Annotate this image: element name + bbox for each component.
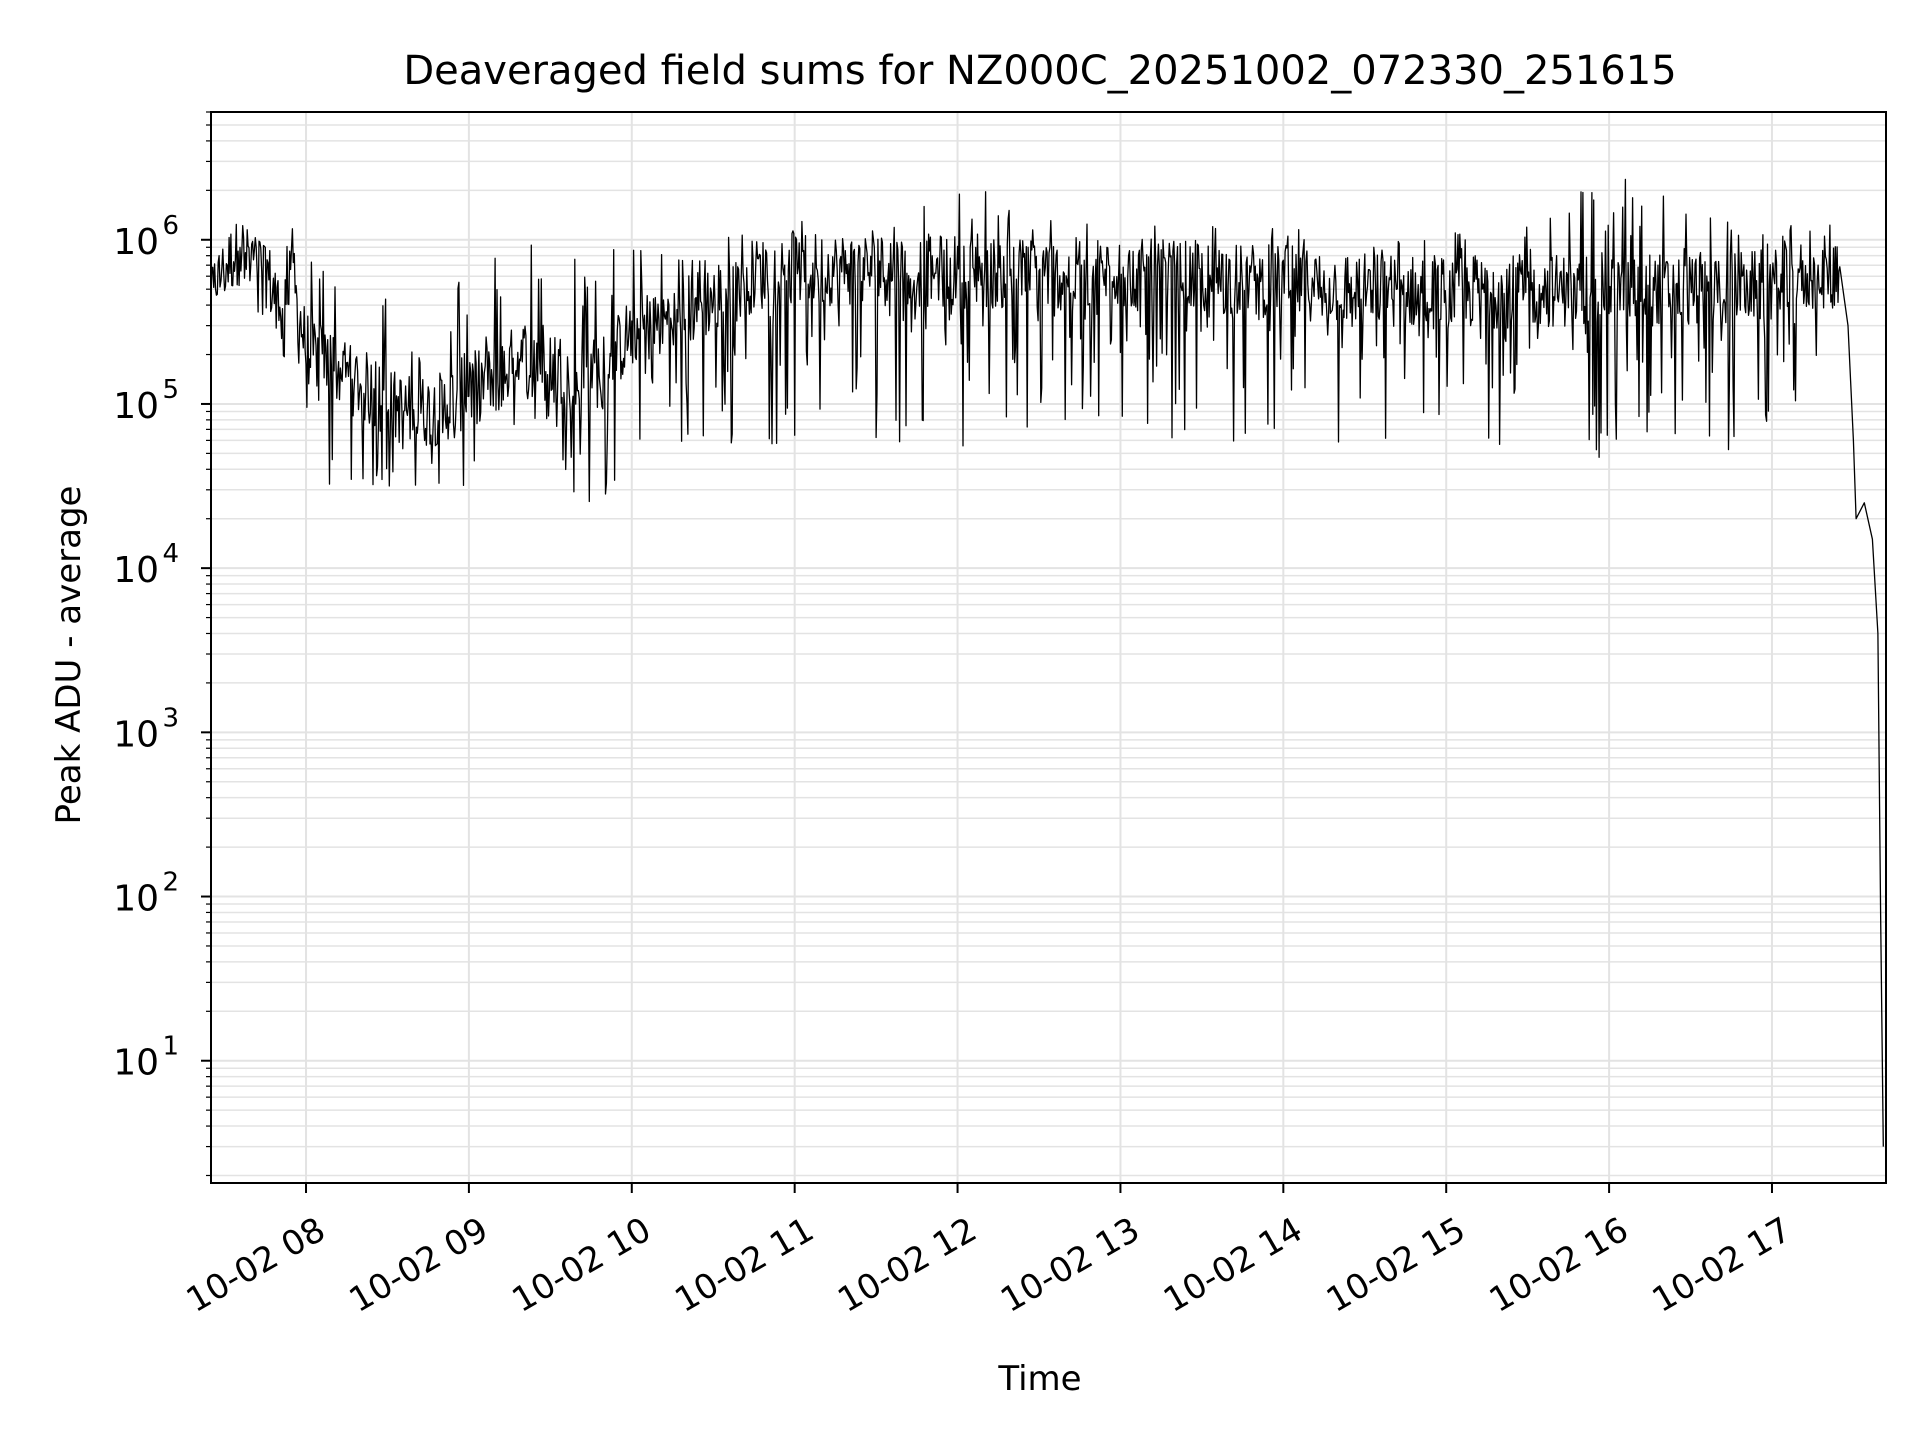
y-tick-label: 10 bbox=[113, 714, 159, 755]
y-tick-label-base: 10 bbox=[113, 1043, 159, 1084]
y-tick-label-exponent: 1 bbox=[162, 1032, 179, 1062]
y-tick-label-base: 10 bbox=[113, 222, 159, 263]
data-series-line bbox=[210, 178, 1884, 1147]
y-tick-label-base: 10 bbox=[113, 550, 159, 591]
y-tick-label: 10 bbox=[113, 222, 159, 263]
y-tick-label-exponent: 5 bbox=[162, 375, 179, 405]
y-tick-label-exponent: 3 bbox=[162, 703, 179, 733]
y-tick-label-exponent: 6 bbox=[162, 211, 179, 241]
y-tick-label-exponent: 2 bbox=[162, 868, 179, 898]
y-tick-label-exponent: 4 bbox=[162, 539, 179, 569]
y-tick-label: 10 bbox=[113, 879, 159, 920]
y-axis-label: Peak ADU - average bbox=[49, 486, 89, 825]
chart-title: Deaveraged field sums for NZ000C_2025100… bbox=[403, 48, 1676, 94]
y-tick-label: 10 bbox=[113, 550, 159, 591]
y-tick-label: 10 bbox=[113, 1043, 159, 1084]
x-axis-label: Time bbox=[997, 1359, 1081, 1399]
y-tick-label-base: 10 bbox=[113, 386, 159, 427]
y-tick-label: 10 bbox=[113, 386, 159, 427]
plot-frame bbox=[210, 111, 1887, 1184]
y-tick-label-base: 10 bbox=[113, 879, 159, 920]
y-tick-label-base: 10 bbox=[113, 714, 159, 755]
data-layer bbox=[210, 178, 1884, 1147]
